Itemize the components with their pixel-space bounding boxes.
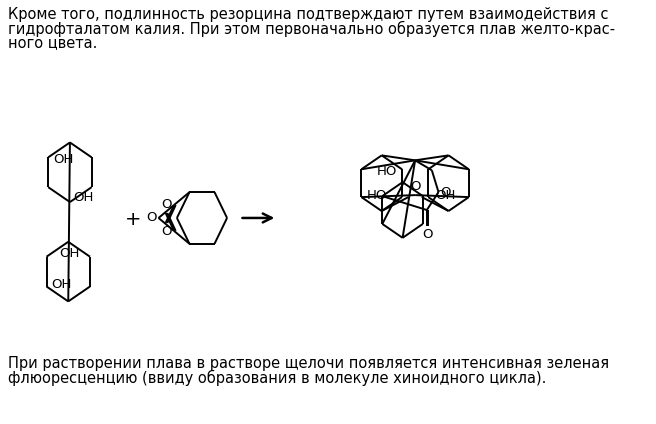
Text: OH: OH [435,189,455,201]
Text: HO: HO [377,165,397,178]
Text: OH: OH [51,278,72,291]
Text: гидрофталатом калия. При этом первоначально образуется плав желто-крас-: гидрофталатом калия. При этом первоначал… [8,21,615,37]
Text: OH: OH [60,247,80,260]
Text: O: O [422,229,433,241]
Text: OH: OH [73,191,94,204]
Text: HO: HO [367,189,387,201]
Text: O: O [161,198,172,211]
Text: флюоресценцию (ввиду образования в молекуле хиноидного цикла).: флюоресценцию (ввиду образования в молек… [8,370,546,386]
Text: O: O [440,186,451,198]
Text: O: O [161,226,172,238]
Text: Кроме того, подлинность резорцина подтверждают путем взаимодействия с: Кроме того, подлинность резорцина подтве… [8,7,609,22]
Text: O: O [146,212,156,224]
Text: +: + [125,210,142,229]
Text: OH: OH [53,153,73,166]
Text: ного цвета.: ного цвета. [8,35,98,50]
Text: O: O [410,180,420,192]
Text: При растворении плава в растворе щелочи появляется интенсивная зеленая: При растворении плава в растворе щелочи … [8,356,609,371]
